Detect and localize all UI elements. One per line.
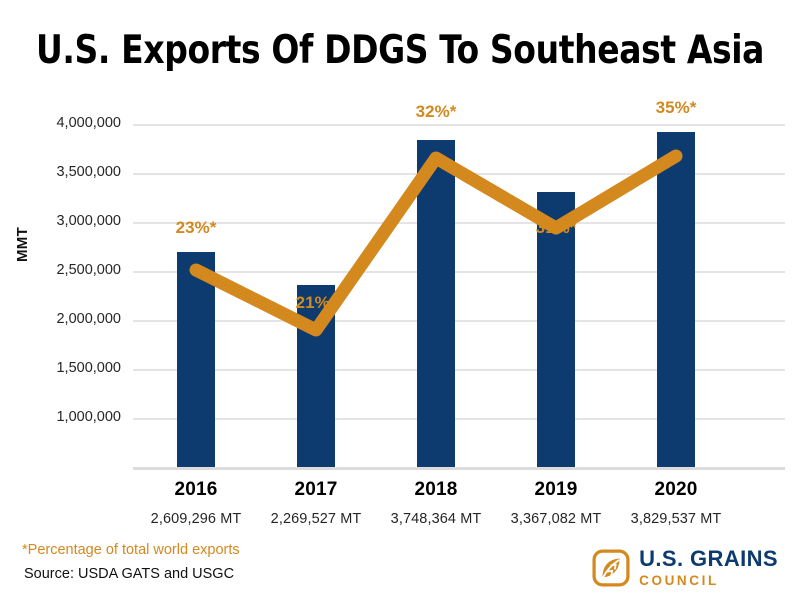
y-axis-tick-label: 1,500,000 (56, 360, 121, 376)
x-axis-value-label: 3,829,537 MT (630, 511, 722, 527)
x-axis-group-2016: 2016 2,609,296 MT (121, 479, 271, 527)
logo-wordmark: U.S. GRAINS COUNCIL (639, 548, 778, 588)
percentage-label-2016: 23%* (175, 218, 217, 237)
percentage-label-2017: 21%* (295, 293, 337, 312)
logo-secondary-text: COUNCIL (639, 573, 719, 589)
percentage-label-2020: 35%* (655, 98, 697, 117)
bar-2016 (177, 252, 215, 467)
x-axis-year-label: 2016 (174, 479, 218, 500)
x-axis-year-label: 2019 (534, 479, 578, 500)
x-axis-group-2017: 2017 2,269,527 MT (241, 479, 391, 527)
usgc-leaf-mark-icon (592, 549, 630, 587)
y-axis-tick-label: 1,000,000 (56, 409, 121, 425)
y-axis-tick-label: 4,000,000 (56, 115, 121, 131)
percentage-label-2018: 32%* (415, 102, 457, 121)
x-axis-value-label: 2,269,527 MT (270, 511, 362, 527)
y-axis-tick-label: 3,000,000 (56, 213, 121, 229)
bar-2018 (417, 140, 455, 467)
x-axis-year-label: 2018 (414, 479, 458, 500)
source-note: Source: USDA GATS and USGC (24, 566, 235, 582)
usgc-logo: U.S. GRAINS COUNCIL (592, 546, 778, 590)
logo-primary-text: U.S. GRAINS (639, 546, 778, 572)
x-axis-value-label: 3,367,082 MT (510, 511, 602, 527)
x-axis-value-label: 2,609,296 MT (150, 511, 242, 527)
y-axis-title: MMT (14, 226, 31, 262)
chart-title: U.S. Exports Of DDGS To Southeast Asia (35, 28, 765, 73)
x-axis-group-2020: 2020 3,829,537 MT (601, 479, 751, 527)
gridline (133, 467, 785, 470)
x-axis-year-label: 2020 (654, 479, 698, 500)
y-axis-tick-label: 2,500,000 (56, 262, 121, 278)
x-axis-group-2019: 2019 3,367,082 MT (481, 479, 631, 527)
plot-area: 4,000,000 3,500,000 3,000,000 2,500,000 2,00… (56, 98, 785, 527)
gridline (133, 418, 785, 420)
x-axis-group-2018: 2018 3,748,364 MT (361, 479, 511, 527)
y-axis-tick-label: 3,500,000 (56, 164, 121, 180)
x-axis-value-label: 3,748,364 MT (390, 511, 482, 527)
gridline (133, 124, 785, 126)
y-axis-tick-label: 2,000,000 (56, 311, 121, 327)
x-axis-year-label: 2017 (294, 479, 338, 500)
footnote: *Percentage of total world exports (22, 542, 240, 558)
gridline (133, 369, 785, 371)
percentage-label-2019: 31%* (535, 218, 577, 237)
bar-2020 (657, 132, 695, 467)
